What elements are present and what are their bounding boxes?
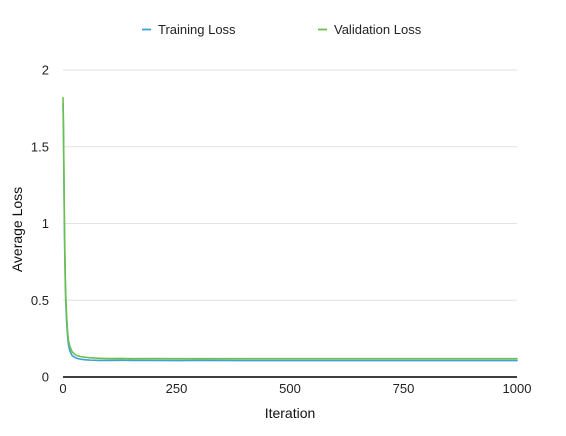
series-line-validation-loss (62, 96, 518, 360)
y-tick-label: 2 (42, 63, 49, 78)
y-axis-title: Average Loss (9, 187, 25, 272)
x-tick-label: 500 (279, 381, 301, 396)
series-line-training-loss (62, 102, 518, 362)
y-tick-label: 1 (42, 216, 49, 231)
y-tick-label: 0.5 (31, 293, 49, 308)
x-tick-label: 750 (393, 381, 415, 396)
x-axis-title: Iteration (265, 405, 316, 421)
x-axis-ticks: 0 250 500 750 1000 (59, 381, 531, 396)
legend-label: Training Loss (158, 22, 236, 37)
x-tick-label: 250 (166, 381, 188, 396)
legend: Training Loss Validation Loss (142, 22, 422, 37)
y-tick-label: 0 (42, 370, 49, 385)
y-axis-ticks: 0 0.5 1 1.5 2 (31, 63, 49, 385)
x-tick-label: 0 (59, 381, 66, 396)
grid (63, 69, 517, 301)
x-tick-label: 1000 (503, 381, 532, 396)
series-layer (62, 96, 518, 362)
legend-label: Validation Loss (334, 22, 422, 37)
y-tick-label: 1.5 (31, 139, 49, 154)
